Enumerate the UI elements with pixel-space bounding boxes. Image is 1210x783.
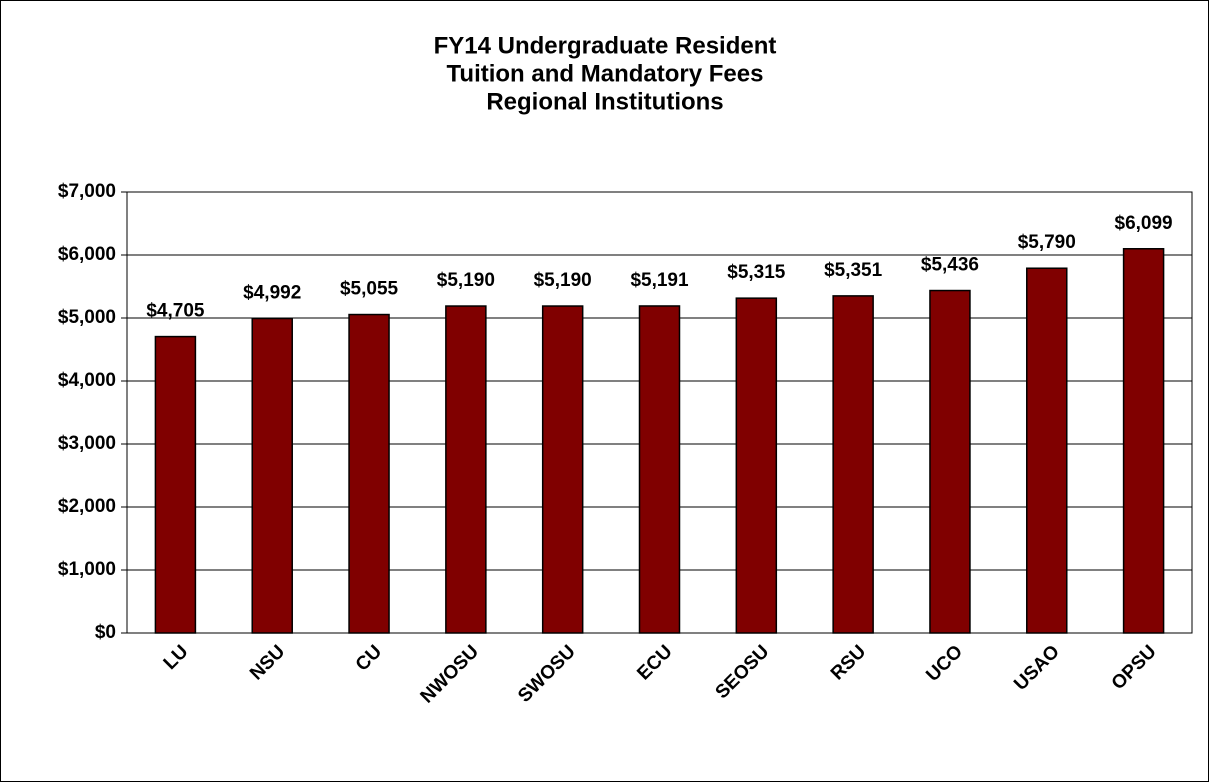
- bar: [638, 305, 681, 634]
- data-label: $5,190: [437, 270, 495, 291]
- bar: [251, 317, 293, 634]
- y-tick-label: $3,000: [58, 433, 116, 454]
- y-tick-label: $6,000: [58, 244, 116, 265]
- y-tick-label: $0: [95, 622, 116, 643]
- data-label: $5,055: [340, 279, 399, 300]
- data-label: $5,436: [921, 255, 979, 276]
- chart-title: Tuition and Mandatory Fees: [447, 60, 764, 87]
- bar: [348, 313, 390, 634]
- y-tick-label: $2,000: [58, 496, 116, 517]
- y-tick-label: $4,000: [58, 370, 116, 391]
- chart-title: Regional Institutions: [486, 88, 723, 115]
- bar: [541, 305, 584, 634]
- bar: [735, 297, 778, 634]
- data-label: $6,099: [1115, 213, 1173, 234]
- bar: [445, 305, 487, 634]
- data-label: $4,992: [243, 283, 301, 304]
- data-label: $5,790: [1018, 232, 1076, 253]
- y-tick-label: $7,000: [58, 181, 116, 202]
- y-tick-label: $5,000: [58, 307, 116, 328]
- bar: [832, 295, 874, 634]
- bar: [1122, 248, 1165, 634]
- data-label: $4,705: [146, 301, 205, 322]
- y-tick-label: $1,000: [58, 559, 116, 580]
- bar: [154, 335, 197, 634]
- bar: [1026, 267, 1068, 634]
- data-label: $5,351: [824, 260, 883, 281]
- data-label: $5,190: [534, 270, 592, 291]
- chart-title: FY14 Undergraduate Resident: [434, 32, 777, 59]
- bar: [929, 289, 971, 634]
- data-label: $5,191: [630, 270, 689, 291]
- data-label: $5,315: [727, 262, 786, 283]
